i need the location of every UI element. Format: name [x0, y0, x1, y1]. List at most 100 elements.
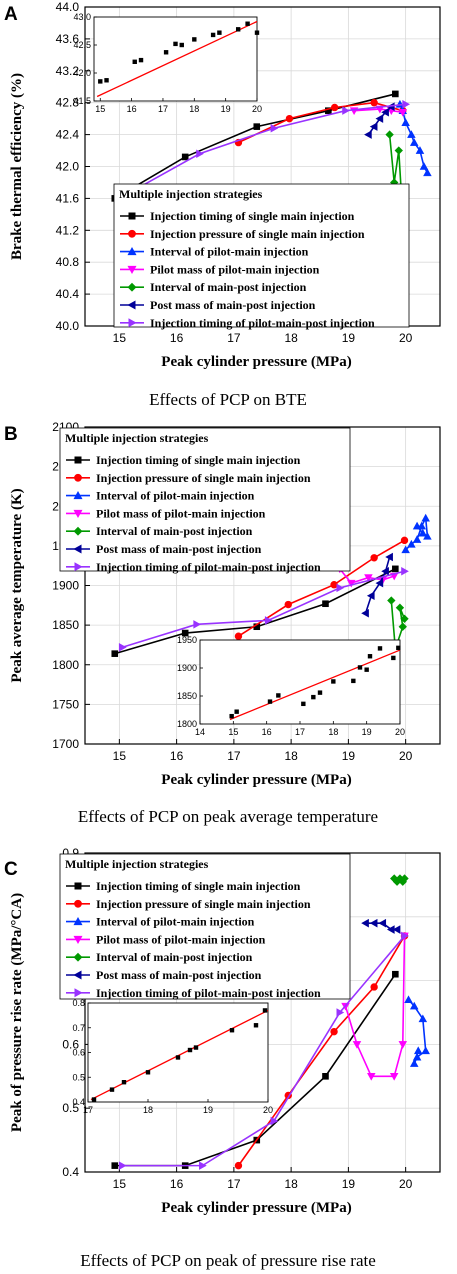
series-7 [118, 566, 409, 652]
data-point [369, 918, 378, 928]
data-point [412, 1052, 422, 1061]
legend-swatch-marker [127, 265, 137, 275]
x-tick-label: 16 [170, 331, 184, 345]
data-point [421, 513, 430, 522]
legend-swatch-marker [128, 318, 137, 328]
legend: Multiple injection strategies Injection t… [59, 853, 351, 1000]
data-point [398, 1041, 408, 1049]
inset-frame [199, 639, 401, 725]
series-1 [111, 565, 399, 657]
legend-swatch-marker [127, 282, 137, 292]
inset-data-point [193, 1045, 199, 1050]
inset-data-point [145, 1070, 151, 1075]
data-point [401, 118, 410, 126]
legend-title: Multiple injection strategies [65, 857, 209, 871]
y-tick-label: 42.8 [56, 96, 80, 110]
legend-swatch-marker [74, 562, 83, 572]
inset-data-point [175, 1055, 181, 1060]
inset-y-tick-label: 0.7 [72, 1023, 85, 1033]
data-point [394, 146, 403, 155]
inset-data-point [331, 679, 336, 684]
inset-x-tick-label: 18 [189, 104, 199, 114]
series-line [121, 570, 405, 649]
data-point [364, 130, 372, 139]
data-point [284, 600, 292, 609]
inset-x-tick-label: 15 [95, 104, 105, 114]
data-point [270, 1116, 279, 1126]
y-tick-label: 43.6 [56, 32, 80, 46]
data-point [385, 552, 393, 562]
data-point [404, 995, 413, 1004]
series-6 [361, 552, 393, 618]
series-7 [118, 931, 409, 1170]
data-point [196, 149, 204, 158]
legend-item-label: Pilot mass of pilot-main injection [96, 506, 266, 520]
inset-data-point [132, 59, 137, 64]
series-6 [361, 918, 401, 934]
y-axis-title: Brake thermal efficiency (%) [9, 73, 25, 260]
data-point [407, 130, 416, 138]
legend-box [59, 427, 351, 572]
inset-y-tick-label: 1950 [177, 635, 197, 645]
data-point [330, 1027, 338, 1036]
legend: Multiple injection strategies Injection t… [59, 427, 351, 574]
figure-caption: Effects of PCP on BTE [149, 390, 307, 409]
panel-label: A [4, 4, 18, 25]
legend-item-label: Interval of main-post injection [150, 280, 307, 294]
data-point [285, 114, 294, 123]
y-tick-label: 1750 [52, 697, 79, 711]
x-tick-label: 18 [284, 1177, 298, 1191]
inset-data-point [98, 79, 103, 84]
series-3 [404, 995, 430, 1067]
legend-item-label: Injection timing of single main injectio… [96, 453, 301, 467]
y-tick-label: 44.0 [56, 0, 80, 14]
inset-x-tick-label: 15 [228, 727, 238, 737]
legend-item-label: Interval of pilot-main injection [96, 489, 255, 503]
data-point [375, 578, 384, 588]
x-tick-label: 18 [284, 331, 298, 345]
series-6 [364, 102, 395, 139]
x-tick-label: 15 [113, 1177, 127, 1191]
inset-y-tick-label: 0.8 [72, 998, 85, 1008]
data-point [270, 123, 279, 133]
inset-data-point [253, 1023, 259, 1028]
legend-item-label: Injection timing of pilot-main-post inje… [96, 560, 321, 574]
inset-fit-line [229, 649, 401, 721]
x-tick-label: 16 [170, 1177, 184, 1191]
data-point [234, 632, 243, 640]
y-tick-label: 40.8 [56, 255, 80, 269]
data-point [366, 591, 375, 601]
x-axis-title: Peak cylinder pressure (MPa) [161, 772, 351, 788]
y-tick-label: 40.0 [56, 319, 80, 333]
data-point [385, 130, 394, 139]
legend-item-label: Injection timing of pilot-main-post inje… [150, 316, 375, 330]
y-tick-label: 0.5 [62, 1101, 79, 1115]
data-point [234, 1161, 243, 1170]
inset-data-point [364, 667, 369, 672]
data-point [400, 874, 409, 883]
inset-x-tick-label: 17 [295, 727, 305, 737]
inset-x-tick-label: 17 [158, 104, 168, 114]
data-point [392, 925, 401, 934]
data-point [381, 566, 389, 576]
data-point [401, 545, 410, 554]
panel-label: C [4, 859, 18, 880]
x-tick-label: 18 [284, 749, 298, 763]
inset-x-tick-label: 17 [83, 1105, 93, 1115]
data-point [415, 146, 425, 154]
data-point [361, 918, 369, 928]
x-axis-title: Peak cylinder pressure (MPa) [161, 354, 351, 370]
figure-caption: Effects of PCP on peak of pressure rise … [80, 1251, 376, 1270]
data-point [409, 1001, 419, 1010]
legend-item-label: Pilot mass of pilot-main injection [150, 262, 320, 276]
series-line [121, 103, 406, 198]
inset-frame [87, 1002, 269, 1103]
data-point [389, 1073, 399, 1081]
legend-item-label: Post mass of main-post injection [96, 542, 262, 556]
y-axis-title: Peak of pressure rise rate (MPa/°CA) [9, 893, 25, 1132]
inset-data-point [235, 27, 241, 32]
data-point [370, 554, 378, 562]
legend-swatch-marker [73, 526, 83, 536]
data-point [378, 918, 387, 928]
